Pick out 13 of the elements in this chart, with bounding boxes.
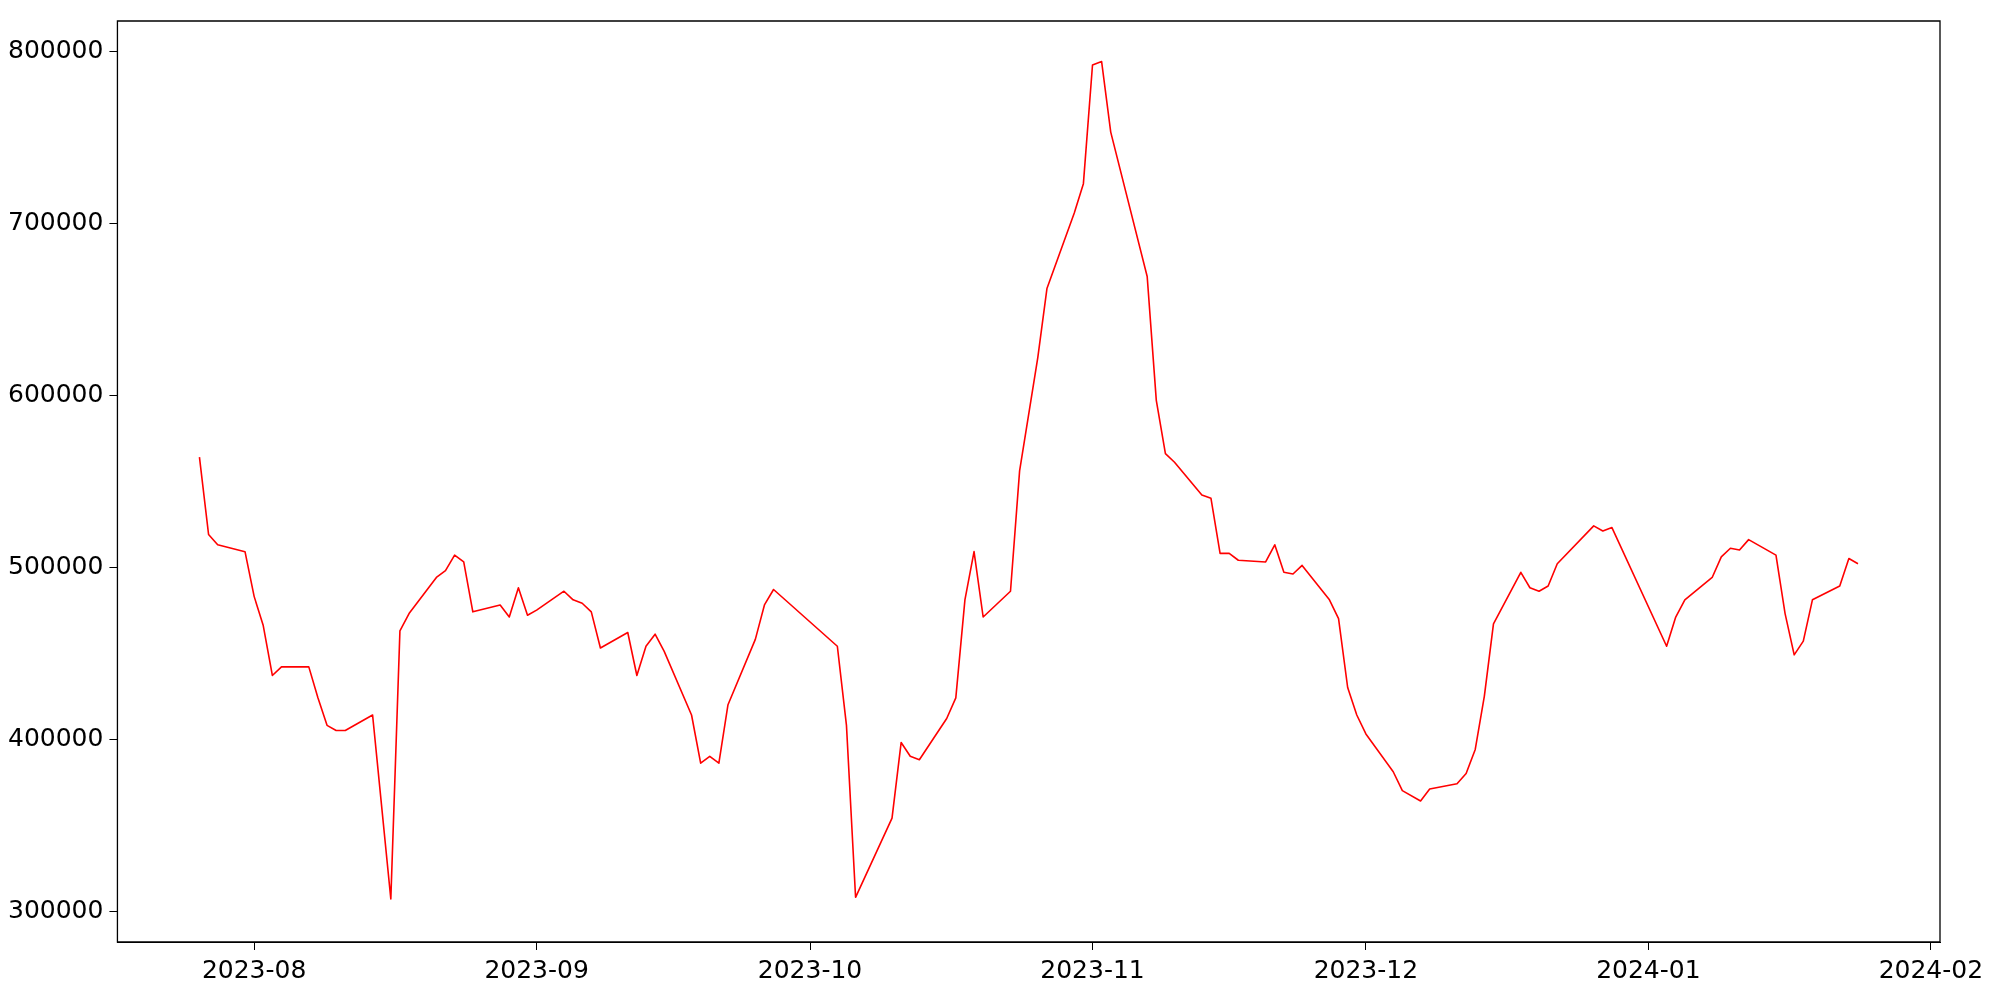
x-tick-label: 2023-08 (201, 954, 307, 984)
x-tick-label: 2024-02 (1878, 954, 1984, 984)
y-tick-label: 700000 (8, 206, 104, 236)
x-tick-label: 2023-10 (757, 954, 863, 984)
y-tick-label: 500000 (8, 550, 104, 580)
y-tick-label: 400000 (8, 722, 104, 752)
x-tick-label: 2023-12 (1313, 954, 1419, 984)
x-tick-label: 2023-09 (484, 954, 589, 984)
y-tick-label: 600000 (8, 378, 104, 408)
y-tick-label: 800000 (8, 34, 104, 64)
y-tick-label: 300000 (8, 894, 104, 924)
x-tick-label: 2024-01 (1596, 954, 1701, 984)
x-tick-label: 2023-11 (1040, 954, 1145, 984)
